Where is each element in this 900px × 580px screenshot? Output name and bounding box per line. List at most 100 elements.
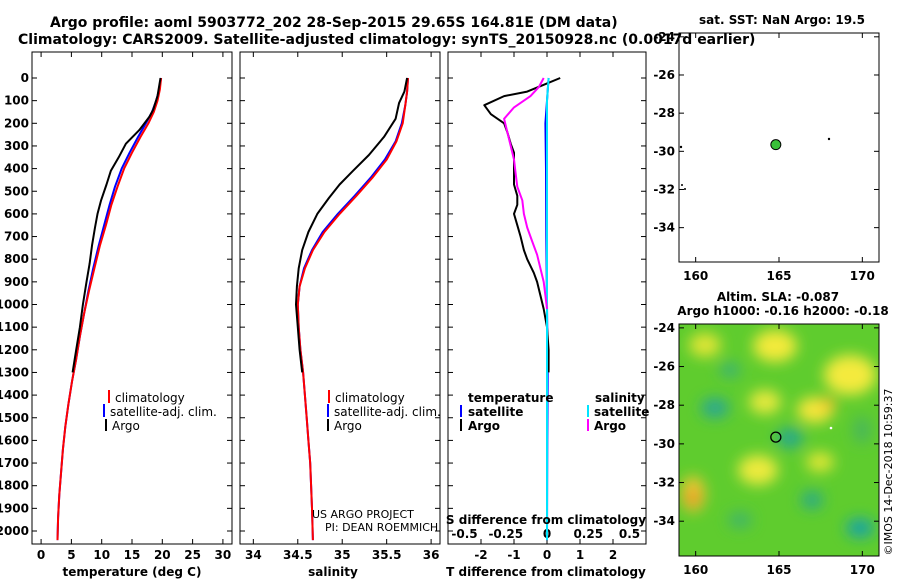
- depth-tick-label: 1100: [0, 320, 29, 334]
- salinity-legend: climatology satellite-adj. clim. Argo: [327, 390, 441, 433]
- map-y-tick-label: -32: [653, 476, 675, 490]
- map-y-tick-label: -28: [653, 398, 675, 412]
- x-tick-label: 1: [576, 548, 584, 562]
- depth-tick-label: 2000: [0, 524, 29, 538]
- coast-dot: [679, 145, 683, 149]
- x-tick-label: 35: [334, 548, 351, 562]
- island-dot: [827, 137, 831, 141]
- coast-dot: [681, 184, 683, 186]
- temperature-panel: 0100200300400500600700800900100011001200…: [0, 51, 646, 579]
- depth-tick-label: 1900: [0, 501, 29, 515]
- legend-satellite: satellite-adj. clim.: [334, 405, 441, 419]
- temperature-xlabel: temperature (deg C): [63, 565, 202, 579]
- x-tick-label: -1: [507, 548, 520, 562]
- temperature-x-axis: 0 5 10 15 20 25 30: [37, 52, 231, 562]
- depth-tick-label: 1000: [0, 298, 29, 312]
- map-x-tick-label: 160: [683, 269, 708, 283]
- series-argo: [71, 77, 162, 373]
- header-line1: Argo profile: aoml 5903772_202 28-Sep-20…: [50, 15, 618, 31]
- credit-pi: PI: DEAN ROEMMICH: [325, 521, 438, 534]
- series-satellite-adj-clim-: [296, 77, 409, 541]
- map-x-tick-label: 160: [683, 563, 708, 577]
- series-salinity-argo: [503, 77, 548, 310]
- footer-stamp: ©IMOS 14-Dec-2018 10:59:37: [882, 389, 895, 556]
- map-y-tick-label: -28: [653, 106, 675, 120]
- argo-float-marker: [770, 431, 782, 443]
- salinity-xlabel: salinity: [308, 565, 358, 579]
- x-tick-label: 10: [93, 548, 110, 562]
- depth-tick-label: 1700: [0, 456, 29, 470]
- x-tick-label: 34.5: [283, 548, 313, 562]
- legend-argo: Argo: [334, 419, 362, 433]
- series-temperature-argo: [483, 77, 561, 373]
- x-tick-label: 34: [245, 548, 262, 562]
- depth-tick-label: 1500: [0, 411, 29, 425]
- legend-temperature-title: temperature: [468, 391, 553, 405]
- map-x-tick-label: 170: [850, 269, 875, 283]
- difference-legend-temperature: temperature satellite Argo: [460, 391, 553, 433]
- series-climatology: [56, 77, 163, 541]
- depth-tick-label: 700: [4, 230, 29, 244]
- series-satellite-adj-clim-: [56, 77, 163, 541]
- x2-tick-label: -0.25: [488, 527, 523, 541]
- x-tick-label: 5: [67, 548, 75, 562]
- temperature-legend: climatology satellite-adj. clim. Argo: [103, 390, 217, 433]
- credit-project: US ARGO PROJECT: [312, 508, 414, 521]
- legend-sal-argo: Argo: [594, 419, 626, 433]
- sla-map-title1: Altim. SLA: -0.087: [717, 290, 839, 304]
- sla-map-title2: Argo h1000: -0.16 h2000: -0.18: [677, 304, 888, 318]
- x-tick-label: 20: [154, 548, 171, 562]
- map-y-tick-label: -26: [653, 360, 675, 374]
- depth-tick-label: 0: [21, 71, 29, 85]
- difference-panel: -2 -1 0 1 2 -0.5 -0.25 0 0.25 0.5 T difference f…: [446, 51, 649, 579]
- depth-tick-label: 500: [4, 184, 29, 198]
- x-tick-label: 2: [609, 548, 617, 562]
- difference-x2label: S difference from climatology: [446, 513, 646, 527]
- coast-dot: [684, 188, 686, 190]
- sst-map: sat. SST: NaN Argo: 19.5 160 165 170 -24 -26…: [653, 13, 880, 283]
- x-tick-label: 0: [37, 548, 45, 562]
- legend-temp-satellite: satellite: [468, 405, 523, 419]
- sla-map: Altim. SLA: -0.087 Argo h1000: -0.16 h20…: [653, 290, 888, 577]
- map-y-tick-label: -34: [653, 221, 675, 235]
- sst-map-axes: 160 165 170 -24 -26 -28 -30 -32 -34: [653, 30, 879, 283]
- map-y-tick-label: -34: [653, 514, 675, 528]
- depth-tick-label: 1800: [0, 479, 29, 493]
- island-dot: [829, 426, 833, 430]
- map-x-tick-label: 165: [766, 269, 791, 283]
- argo-float-marker: [770, 139, 782, 151]
- depth-tick-label: 1300: [0, 365, 29, 379]
- difference-lines: [483, 77, 561, 541]
- depth-tick-label: 400: [4, 162, 29, 176]
- map-y-tick-label: -24: [653, 321, 675, 335]
- x-tick-label: 35.5: [372, 548, 402, 562]
- map-y-tick-label: -24: [653, 30, 675, 44]
- salinity-plot-frame: [239, 51, 441, 545]
- legend-climatology: climatology: [115, 391, 185, 405]
- depth-tick-label: 1400: [0, 388, 29, 402]
- depth-tick-label: 200: [4, 116, 29, 130]
- series-climatology: [296, 77, 409, 541]
- coastline-dots: [679, 137, 831, 190]
- map-x-tick-label: 170: [850, 563, 875, 577]
- map-y-tick-label: -30: [653, 144, 675, 158]
- series-salinity-satellite: [546, 77, 550, 541]
- series-argo: [295, 77, 409, 373]
- map-y-tick-label: -26: [653, 68, 675, 82]
- depth-axis: 0 100 200 300 400 500 600 700 800 900 1000 1100 1200…: [0, 71, 646, 538]
- legend-sal-satellite: satellite: [594, 405, 649, 419]
- legend-argo: Argo: [112, 419, 140, 433]
- depth-tick-label: 1200: [0, 343, 29, 357]
- x-tick-label: 36: [423, 548, 440, 562]
- x-tick-label: 15: [124, 548, 141, 562]
- x-tick-label: 25: [184, 548, 201, 562]
- map-x-tick-label: 165: [766, 563, 791, 577]
- legend-satellite: satellite-adj. clim.: [110, 405, 217, 419]
- salinity-difference-axis: -0.5 -0.25 0 0.25 0.5: [451, 527, 640, 541]
- difference-x-axis: -2 -1 0 1 2: [474, 52, 617, 562]
- header-line2: Climatology: CARS2009. Satellite-adjuste…: [18, 32, 755, 48]
- x-tick-label: 0: [543, 548, 551, 562]
- depth-tick-label: 800: [4, 252, 29, 266]
- salinity-panel: 34 34.5 35 35.5 36 salinity climatology sate…: [239, 51, 441, 579]
